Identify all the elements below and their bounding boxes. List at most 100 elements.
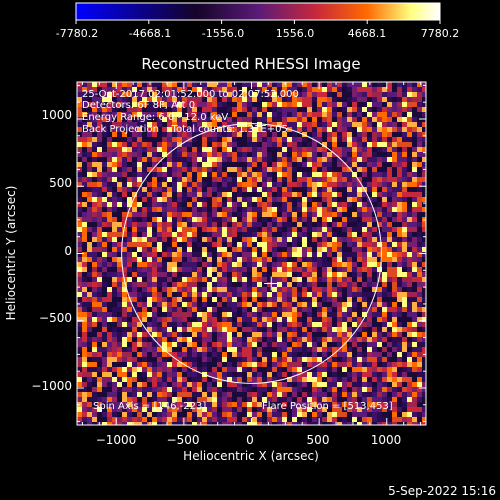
heatmap-cell — [162, 382, 167, 387]
heatmap-cell — [167, 137, 172, 142]
heatmap-cell — [372, 247, 377, 252]
heatmap-cell — [117, 402, 122, 407]
heatmap-cell — [227, 357, 232, 362]
heatmap-cell — [207, 302, 212, 307]
heatmap-cell — [212, 197, 217, 202]
heatmap-cell — [142, 352, 147, 357]
heatmap-cell — [347, 392, 352, 397]
heatmap-cell — [347, 342, 352, 347]
heatmap-cell — [352, 177, 357, 182]
heatmap-cell — [317, 267, 322, 272]
heatmap-cell — [397, 267, 402, 272]
heatmap-cell — [207, 212, 212, 217]
heatmap-cell — [282, 417, 287, 422]
heatmap-cell — [187, 182, 192, 187]
heatmap-cell — [387, 137, 392, 142]
heatmap-cell — [137, 157, 142, 162]
heatmap-cell — [112, 232, 117, 237]
heatmap-cell — [317, 227, 322, 232]
heatmap-cell — [347, 87, 352, 92]
heatmap-cell — [357, 417, 362, 422]
heatmap-cell — [252, 242, 257, 247]
heatmap-cell — [312, 182, 317, 187]
heatmap-cell — [412, 397, 417, 402]
heatmap-cell — [277, 192, 282, 197]
heatmap-cell — [182, 332, 187, 337]
heatmap-cell — [212, 342, 217, 347]
heatmap-cell — [352, 192, 357, 197]
heatmap-cell — [197, 187, 202, 192]
heatmap-cell — [247, 212, 252, 217]
heatmap-cell — [352, 347, 357, 352]
heatmap-cell — [392, 332, 397, 337]
heatmap-cell — [142, 307, 147, 312]
heatmap-cell — [187, 262, 192, 267]
heatmap-cell — [152, 372, 157, 377]
heatmap-cell — [147, 302, 152, 307]
heatmap-cell — [372, 357, 377, 362]
heatmap-cell — [302, 227, 307, 232]
heatmap-cell — [412, 422, 417, 425]
heatmap-cell — [327, 127, 332, 132]
heatmap-cell — [342, 97, 347, 102]
heatmap-cell — [222, 242, 227, 247]
heatmap-cell — [137, 167, 142, 172]
heatmap-cell — [182, 347, 187, 352]
heatmap-cell — [132, 402, 137, 407]
heatmap-cell — [327, 352, 332, 357]
heatmap-cell — [77, 92, 82, 97]
heatmap-cell — [217, 92, 222, 97]
heatmap-cell — [352, 242, 357, 247]
heatmap-cell — [422, 372, 426, 377]
heatmap-cell — [302, 157, 307, 162]
heatmap-cell — [347, 252, 352, 257]
heatmap-cell — [412, 157, 417, 162]
heatmap-cell — [137, 162, 142, 167]
heatmap-cell — [267, 147, 272, 152]
heatmap-cell — [172, 362, 177, 367]
heatmap-cell — [187, 422, 192, 425]
heatmap-cell — [257, 87, 262, 92]
heatmap-cell — [267, 292, 272, 297]
heatmap-cell — [187, 177, 192, 182]
heatmap-cell — [422, 87, 426, 92]
heatmap-cell — [337, 252, 342, 257]
heatmap-cell — [127, 222, 132, 227]
heatmap-cell — [162, 82, 167, 87]
heatmap-cell — [417, 112, 422, 117]
heatmap-cell — [212, 257, 217, 262]
heatmap-cell — [407, 277, 412, 282]
heatmap-cell — [317, 332, 322, 337]
heatmap-cell — [367, 312, 372, 317]
heatmap-cell — [92, 147, 97, 152]
heatmap-cell — [247, 317, 252, 322]
heatmap-cell — [422, 347, 426, 352]
heatmap-cell — [152, 202, 157, 207]
heatmap-cell — [322, 87, 327, 92]
heatmap-cell — [312, 277, 317, 282]
heatmap-cell — [92, 342, 97, 347]
heatmap-cell — [227, 387, 232, 392]
heatmap-cell — [382, 177, 387, 182]
heatmap-cell — [322, 272, 327, 277]
heatmap-cell — [187, 317, 192, 322]
heatmap-cell — [257, 312, 262, 317]
heatmap-cell — [142, 302, 147, 307]
heatmap-cell — [352, 372, 357, 377]
heatmap-cell — [297, 397, 302, 402]
heatmap-cell — [377, 252, 382, 257]
heatmap-cell — [102, 122, 107, 127]
heatmap-cell — [137, 347, 142, 352]
heatmap-cell — [352, 412, 357, 417]
heatmap-cell — [277, 372, 282, 377]
heatmap-cell — [342, 142, 347, 147]
heatmap-cell — [207, 332, 212, 337]
heatmap-cell — [342, 217, 347, 222]
heatmap-cell — [222, 187, 227, 192]
heatmap-cell — [417, 297, 422, 302]
heatmap-cell — [192, 237, 197, 242]
heatmap-cell — [167, 87, 172, 92]
heatmap-cell — [167, 417, 172, 422]
heatmap-cell — [342, 297, 347, 302]
heatmap-cell — [417, 247, 422, 252]
